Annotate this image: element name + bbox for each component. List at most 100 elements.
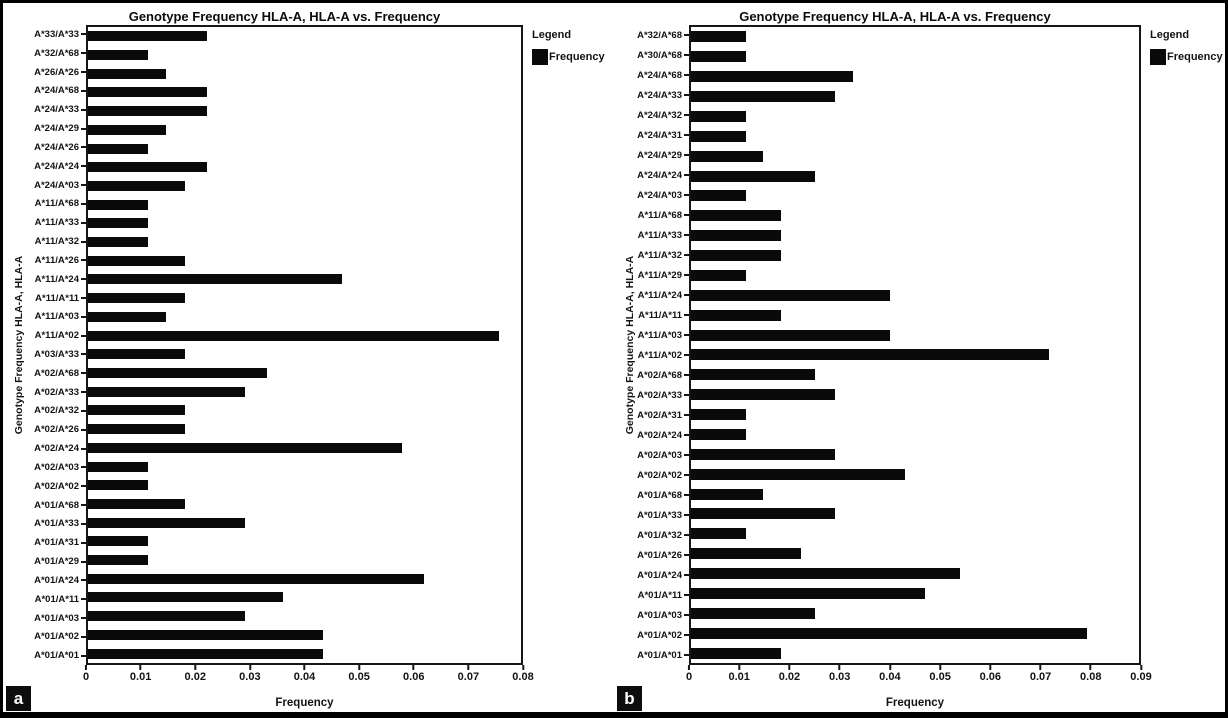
category-label: A*01/A*01 — [614, 645, 689, 665]
category-label: A*11/A*02 — [3, 326, 86, 345]
category-label-text: A*11/A*32 — [637, 249, 682, 261]
category-label: A*30/A*68 — [614, 45, 689, 65]
frequency-bar — [691, 71, 853, 83]
category-label: A*01/A*01 — [3, 646, 86, 665]
x-tick-mark — [358, 665, 361, 670]
y-tick-mark — [81, 560, 86, 563]
category-label-text: A*11/A*26 — [34, 254, 79, 266]
frequency-bar — [88, 368, 267, 378]
category-label: A*02/A*31 — [614, 405, 689, 425]
x-tick-label: 0.08 — [1080, 671, 1102, 683]
frequency-bar — [88, 255, 186, 266]
bar-row — [88, 438, 521, 457]
bar-row — [88, 401, 521, 420]
x-tick-mark — [838, 665, 841, 670]
category-label-text: A*11/A*32 — [34, 236, 79, 248]
category-label-text: A*24/A*68 — [34, 85, 79, 97]
bar-row — [88, 551, 521, 570]
category-label-text: A*01/A*03 — [34, 612, 79, 624]
frequency-bar — [691, 130, 746, 142]
category-label-text: A*01/A*68 — [34, 499, 79, 511]
category-label-text: A*02/A*03 — [34, 461, 79, 473]
y-tick-mark — [684, 254, 689, 256]
frequency-bar — [88, 424, 186, 435]
x-tick-mark — [248, 665, 251, 670]
category-label-text: A*24/A*29 — [34, 123, 79, 135]
category-label: A*24/A*26 — [3, 138, 86, 157]
x-tick-label: 0 — [82, 671, 90, 683]
y-tick-mark — [81, 391, 86, 394]
frequency-bar — [691, 31, 746, 43]
x-tick-mark — [1139, 665, 1142, 670]
frequency-bar — [691, 110, 746, 122]
category-label: A*02/A*26 — [3, 420, 86, 439]
y-tick-mark — [684, 34, 689, 36]
y-tick-mark — [81, 334, 86, 337]
category-label-text: A*01/A*24 — [34, 574, 79, 586]
y-tick-mark — [684, 94, 689, 96]
bar-row — [88, 121, 521, 140]
category-label: A*02/A*02 — [3, 477, 86, 496]
category-label: A*32/A*68 — [614, 25, 689, 45]
x-tick: 0 — [83, 665, 89, 683]
frequency-bar — [691, 150, 764, 162]
frequency-bar — [88, 180, 186, 191]
category-label-text: A*01/A*01 — [34, 650, 79, 662]
frequency-bar — [691, 548, 801, 560]
x-tick-label: 0.02 — [778, 671, 801, 683]
category-label: A*11/A*29 — [614, 265, 689, 285]
category-label-text: A*11/A*68 — [637, 209, 682, 221]
y-tick-mark — [81, 485, 86, 488]
category-label: A*01/A*24 — [3, 571, 86, 590]
x-tick: 0.05 — [348, 665, 370, 683]
x-tick: 0.01 — [729, 665, 750, 683]
x-tick-mark — [194, 665, 197, 670]
y-tick-mark — [684, 154, 689, 156]
x-tick-label: 0.03 — [828, 671, 851, 683]
x-tick-mark — [139, 665, 142, 670]
plot-frame — [689, 25, 1141, 665]
bar-row — [88, 569, 521, 588]
category-label-text: A*01/A*02 — [637, 629, 682, 641]
bar-row — [88, 251, 521, 270]
y-tick-mark — [81, 202, 86, 205]
bar-row — [691, 325, 1139, 345]
frequency-bar — [88, 124, 167, 135]
frequency-bar — [88, 50, 148, 61]
category-label-text: A*24/A*03 — [34, 179, 79, 191]
y-tick-mark — [684, 414, 689, 416]
y-tick-mark — [81, 654, 86, 657]
category-label: A*24/A*33 — [614, 85, 689, 105]
category-label-text: A*02/A*33 — [34, 386, 79, 398]
y-tick-mark — [684, 534, 689, 536]
bar-row — [691, 305, 1139, 325]
frequency-bar — [88, 648, 324, 659]
x-tick-mark — [989, 665, 992, 670]
category-label: A*24/A*33 — [3, 100, 86, 119]
legend-swatch-icon — [532, 49, 548, 65]
category-label-text: A*02/A*02 — [34, 480, 79, 492]
category-label-text: A*11/A*02 — [34, 330, 79, 342]
frequency-bar — [691, 51, 746, 63]
frequency-bar — [88, 629, 324, 640]
y-tick-mark — [81, 409, 86, 412]
category-label: A*11/A*33 — [614, 225, 689, 245]
bar-row — [691, 146, 1139, 166]
frequency-bar — [691, 190, 746, 202]
category-label-text: A*24/A*33 — [637, 89, 682, 101]
frequency-bar — [88, 349, 186, 360]
frequency-bar — [88, 555, 148, 566]
category-label: A*01/A*02 — [3, 628, 86, 647]
frequency-bar — [88, 31, 208, 42]
category-label: A*01/A*03 — [614, 605, 689, 625]
y-tick-mark — [81, 297, 86, 299]
y-tick-mark — [81, 184, 86, 187]
x-tick: 0.03 — [829, 665, 850, 683]
category-label-text: A*01/A*31 — [34, 537, 79, 549]
category-label-text: A*02/A*24 — [34, 443, 79, 455]
category-label-text: A*24/A*26 — [34, 141, 79, 153]
x-tick-label: 0.08 — [512, 671, 534, 683]
y-tick-mark — [684, 394, 689, 396]
y-tick-mark — [684, 214, 689, 216]
bar-row — [88, 495, 521, 514]
